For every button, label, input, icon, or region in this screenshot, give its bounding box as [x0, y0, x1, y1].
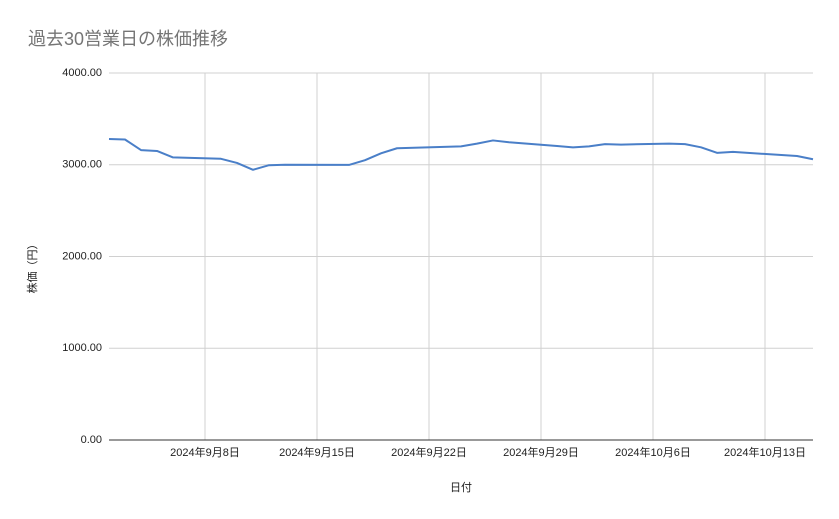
y-tick-label: 4000.00 — [62, 67, 102, 79]
y-axis-label: 株価（円） — [25, 239, 39, 294]
x-tick-label: 2024年9月29日 — [503, 445, 579, 459]
x-axis-label: 日付 — [450, 481, 472, 494]
y-tick-label: 2000.00 — [62, 250, 102, 262]
line — [108, 138, 814, 171]
y-tick-label: 0.00 — [81, 434, 102, 446]
chart-title: 過去30営業日の株価推移 — [28, 29, 228, 49]
y-tick-label: 1000.00 — [62, 342, 102, 354]
x-tick-label: 2024年9月8日 — [170, 445, 240, 459]
x-tick-label: 2024年9月15日 — [279, 445, 355, 459]
x-tick-label: 2024年9月22日 — [391, 445, 467, 459]
x-tick-label: 2024年10月6日 — [615, 445, 691, 459]
x-tick-label: 2024年10月13日 — [724, 445, 806, 459]
y-tick-label: 3000.00 — [62, 159, 102, 171]
